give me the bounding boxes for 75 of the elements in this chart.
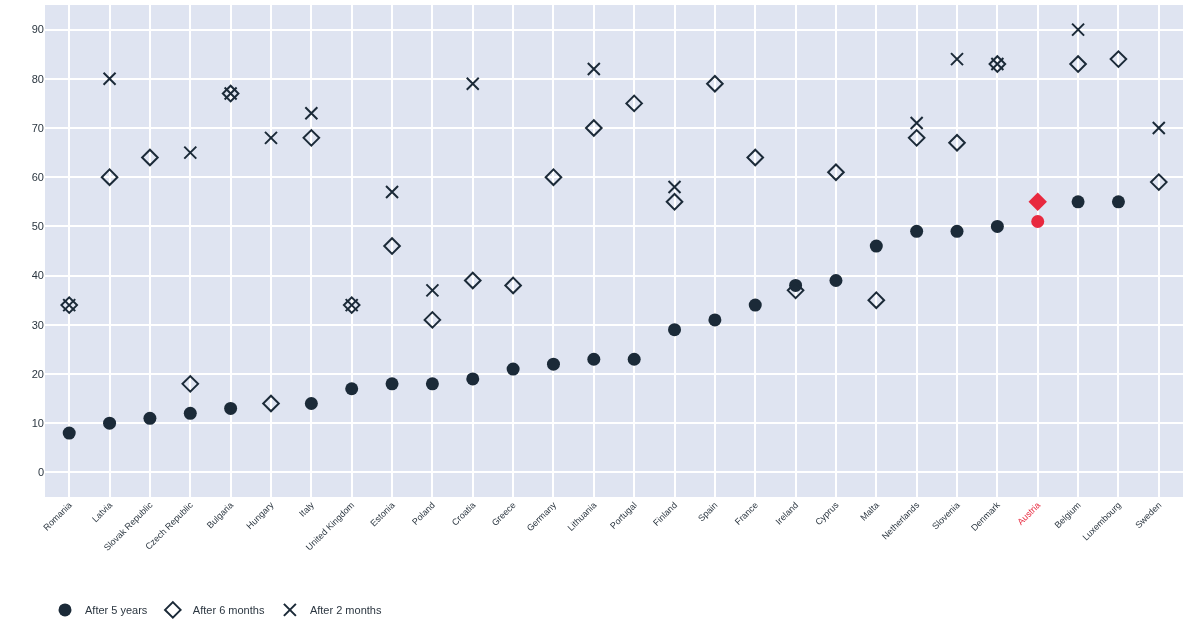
point [141,148,159,167]
point [587,352,601,366]
y-tick-label: 60 [31,171,44,184]
point [544,168,563,186]
point [990,219,1004,233]
point [465,76,480,91]
point [910,224,924,238]
point [1151,121,1166,135]
point [183,145,198,160]
y-tick-label: 90 [31,23,44,36]
point [100,168,119,186]
point [224,401,238,415]
point [383,237,401,255]
point [829,274,843,288]
point [262,394,280,413]
point [1111,195,1125,209]
point [304,397,318,411]
point [586,61,601,76]
point [506,362,520,376]
x-tick-label: Italy [297,499,317,519]
point [345,382,359,396]
point [463,271,482,290]
y-tick-label: 40 [31,269,44,282]
point [62,426,76,440]
y-tick-label: 80 [31,72,44,85]
point [665,193,684,211]
point [627,352,641,366]
point [909,116,924,131]
point [425,283,440,298]
point [263,130,278,145]
y-tick-label: 30 [31,318,44,331]
point [143,411,157,425]
point [1028,193,1047,211]
point [746,148,765,167]
point [748,298,762,312]
point [948,133,966,152]
point [827,163,845,182]
y-tick-label: 10 [31,417,44,430]
point [1109,50,1128,68]
point [869,239,883,253]
point [1069,55,1087,73]
point [385,184,400,199]
point [546,357,560,371]
point [1071,22,1086,37]
point [585,119,603,137]
point [504,276,522,295]
legend-label: After 2 months [309,604,382,617]
y-tick-label: 70 [31,121,44,134]
legend-label: After 5 years [85,604,148,617]
y-tick-label: 0 [37,466,44,479]
point [423,311,442,329]
point [302,129,321,147]
point [425,377,439,391]
point [103,416,117,430]
point [907,129,926,147]
point [950,52,965,67]
point [706,74,724,93]
y-tick-label: 50 [31,220,44,233]
point [304,106,319,121]
point [950,224,964,238]
legend-label: After 6 months [192,604,265,617]
point [625,94,643,113]
point [385,377,399,391]
point [867,291,886,309]
point [708,313,722,327]
point [667,180,682,195]
point [183,406,197,420]
point [181,375,200,393]
point [466,372,480,386]
point [102,71,117,86]
point [1071,195,1085,209]
point [1149,173,1168,191]
point [1031,214,1045,228]
y-tick-label: 20 [31,367,44,380]
point [668,323,682,337]
